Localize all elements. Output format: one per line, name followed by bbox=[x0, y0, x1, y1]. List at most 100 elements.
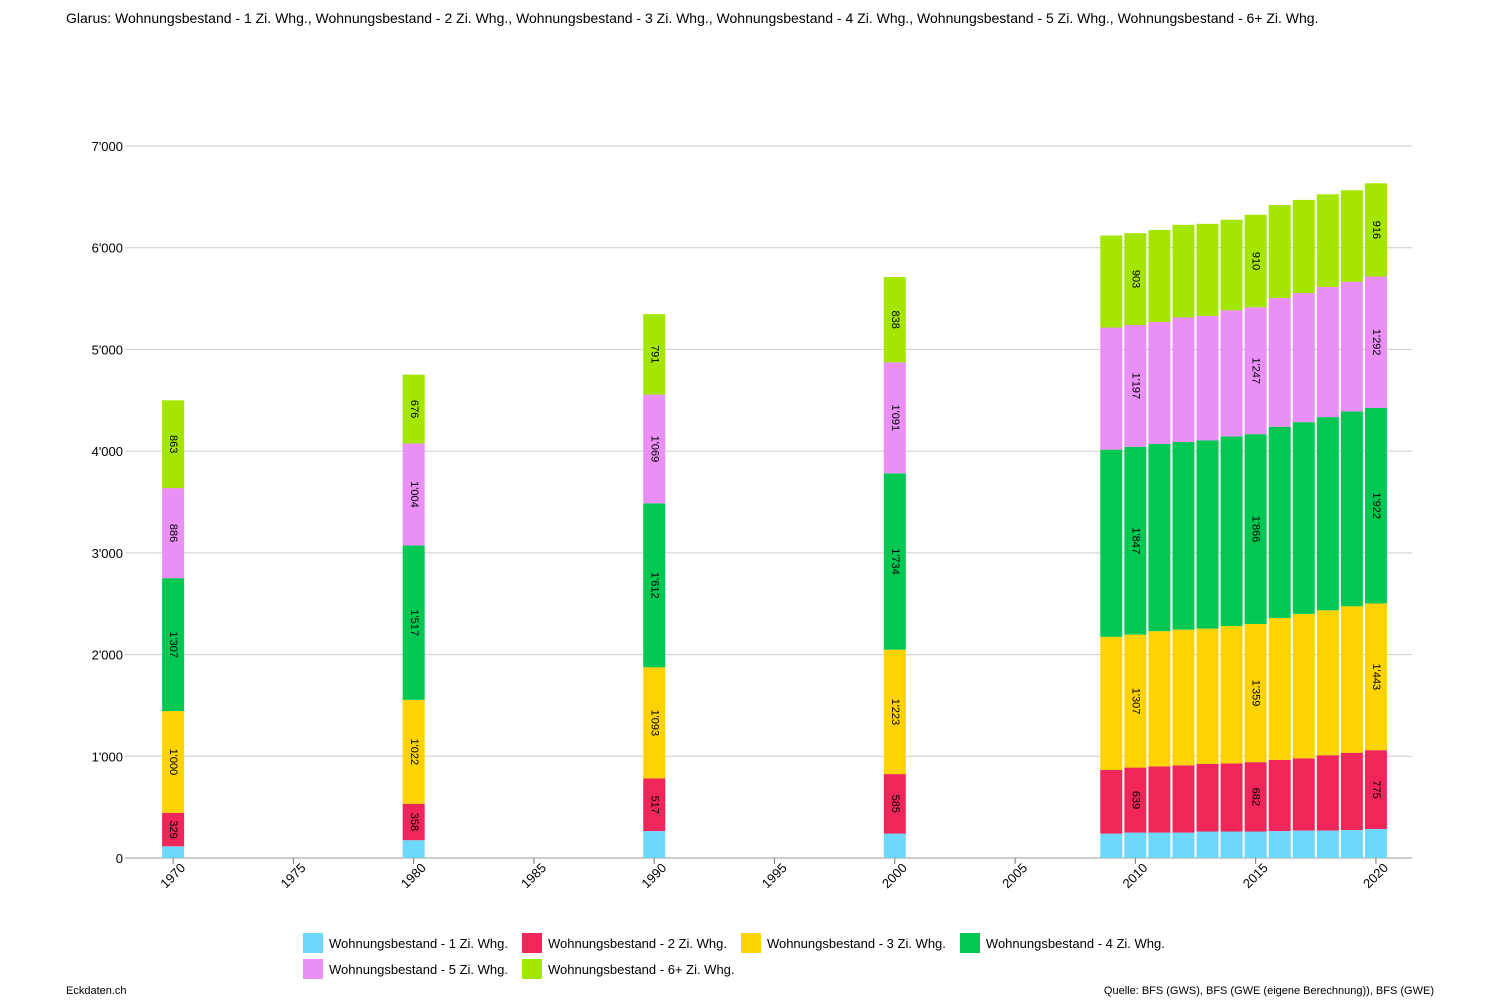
bar-segment bbox=[1100, 449, 1123, 637]
x-tick-label: 1995 bbox=[759, 860, 790, 891]
bar-segment bbox=[1292, 422, 1315, 614]
data-label: 1'734 bbox=[889, 548, 901, 575]
legend-row: Wohnungsbestand - 5 Zi. Whg. Wohnungsbes… bbox=[303, 956, 1263, 982]
bar-segment bbox=[1364, 750, 1387, 830]
data-label: 1'069 bbox=[648, 436, 660, 463]
bar-segment bbox=[1340, 752, 1363, 831]
bar-segment bbox=[1244, 307, 1267, 435]
bar-segment bbox=[1364, 407, 1387, 604]
bar-segment bbox=[1340, 190, 1363, 282]
footer-brand[interactable]: Eckdaten.ch bbox=[66, 985, 127, 997]
bar-segment bbox=[1172, 317, 1195, 442]
x-tick-label: 2010 bbox=[1119, 860, 1150, 891]
data-label: 1'247 bbox=[1250, 357, 1262, 384]
bar-segment bbox=[162, 400, 185, 489]
y-tick-label: 2'000 bbox=[92, 648, 123, 663]
data-label: 903 bbox=[1129, 270, 1141, 288]
data-label: 1'922 bbox=[1370, 492, 1382, 519]
bar-segment bbox=[1148, 766, 1171, 833]
legend-item-4-zimmer[interactable]: Wohnungsbestand - 4 Zi. Whg. bbox=[959, 933, 1165, 953]
bar-segment bbox=[1124, 832, 1147, 858]
data-label: 585 bbox=[889, 795, 901, 813]
data-label: 1'197 bbox=[1129, 373, 1141, 400]
bar-segment bbox=[1172, 832, 1195, 858]
legend-item-2-zimmer[interactable]: Wohnungsbestand - 2 Zi. Whg. bbox=[521, 933, 727, 953]
legend-item-3-zimmer[interactable]: Wohnungsbestand - 3 Zi. Whg. bbox=[740, 933, 946, 953]
bar-segment bbox=[1196, 440, 1219, 629]
data-label: 1'443 bbox=[1370, 664, 1382, 691]
y-tick-label: 0 bbox=[116, 851, 123, 866]
bar-segment bbox=[1220, 626, 1243, 764]
data-label: 916 bbox=[1370, 221, 1382, 239]
bar-segment bbox=[1268, 617, 1291, 760]
bar-segment bbox=[643, 394, 666, 504]
bar-segment bbox=[643, 314, 666, 395]
bar-segment bbox=[1292, 613, 1315, 759]
legend-swatch bbox=[303, 933, 323, 953]
bar-segment bbox=[1124, 233, 1147, 326]
bar-segment bbox=[1268, 204, 1291, 299]
legend-label: Wohnungsbestand - 1 Zi. Whg. bbox=[329, 935, 508, 951]
bar-segment bbox=[1100, 327, 1123, 450]
data-label: 1'359 bbox=[1250, 680, 1262, 707]
bar-segment bbox=[1364, 276, 1387, 408]
data-label: 517 bbox=[648, 796, 660, 814]
legend-label: Wohnungsbestand - 3 Zi. Whg. bbox=[766, 935, 946, 951]
data-label: 791 bbox=[648, 345, 660, 363]
bar-segment bbox=[883, 473, 906, 650]
data-label: 863 bbox=[167, 435, 179, 453]
x-tick-label: 2020 bbox=[1360, 860, 1391, 891]
bar-segment bbox=[402, 840, 425, 858]
bar-segment bbox=[162, 578, 185, 712]
bar-segment bbox=[1364, 603, 1387, 751]
bar-segment bbox=[1196, 315, 1219, 441]
bar-segment bbox=[402, 699, 425, 804]
data-label: 1'866 bbox=[1250, 516, 1262, 543]
bar-segment bbox=[1268, 298, 1291, 427]
bar-segment bbox=[1172, 441, 1195, 630]
bar-segment bbox=[1100, 833, 1123, 858]
bar-segment bbox=[1292, 199, 1315, 293]
bar-segment bbox=[1268, 831, 1291, 858]
x-tick-label: 1970 bbox=[157, 860, 188, 891]
bar-segment bbox=[1340, 281, 1363, 412]
bar-segment bbox=[883, 362, 906, 474]
bar-segment bbox=[883, 774, 906, 834]
bar-segment bbox=[883, 833, 906, 858]
bar-segment bbox=[1364, 829, 1387, 858]
bar-segment bbox=[643, 831, 666, 858]
data-label: 676 bbox=[408, 400, 420, 418]
legend-item-5-zimmer[interactable]: Wohnungsbestand - 5 Zi. Whg. bbox=[303, 959, 508, 979]
data-label: 1'000 bbox=[167, 749, 179, 776]
bar-segment bbox=[1100, 636, 1123, 771]
bar-segment bbox=[402, 443, 425, 546]
y-tick-label: 4'000 bbox=[92, 444, 123, 459]
bar-segment bbox=[1196, 628, 1219, 764]
data-label: 775 bbox=[1370, 780, 1382, 798]
legend-item-1-zimmer[interactable]: Wohnungsbestand - 1 Zi. Whg. bbox=[303, 933, 508, 953]
bar-segment bbox=[162, 711, 185, 813]
data-label: 1'004 bbox=[408, 481, 420, 508]
bar-segment bbox=[1244, 831, 1267, 858]
legend-item-6plus-zimmer[interactable]: Wohnungsbestand - 6+ Zi. Whg. bbox=[521, 959, 735, 979]
x-tick-label: 1980 bbox=[398, 860, 429, 891]
bar-segment bbox=[643, 667, 666, 779]
y-tick-label: 3'000 bbox=[92, 546, 123, 561]
y-tick-label: 1'000 bbox=[92, 749, 123, 764]
x-tick-label: 2000 bbox=[879, 860, 910, 891]
bar-segment bbox=[1340, 411, 1363, 607]
bar-segment bbox=[1196, 763, 1219, 832]
bar-segment bbox=[402, 803, 425, 841]
bar-segment bbox=[1292, 292, 1315, 423]
legend-label: Wohnungsbestand - 6+ Zi. Whg. bbox=[547, 961, 735, 977]
bar-segment bbox=[402, 545, 425, 700]
data-label: 1'292 bbox=[1370, 329, 1382, 356]
legend-swatch bbox=[959, 933, 980, 953]
bar-segment bbox=[1148, 229, 1171, 322]
bar-segment bbox=[643, 778, 666, 832]
legend-label: Wohnungsbestand - 2 Zi. Whg. bbox=[547, 935, 727, 951]
bar-segment bbox=[1172, 765, 1195, 833]
legend-swatch bbox=[521, 933, 542, 953]
footer-source: Quelle: BFS (GWS), BFS (GWE (eigene Bere… bbox=[1103, 985, 1434, 997]
data-label: 329 bbox=[167, 820, 179, 838]
